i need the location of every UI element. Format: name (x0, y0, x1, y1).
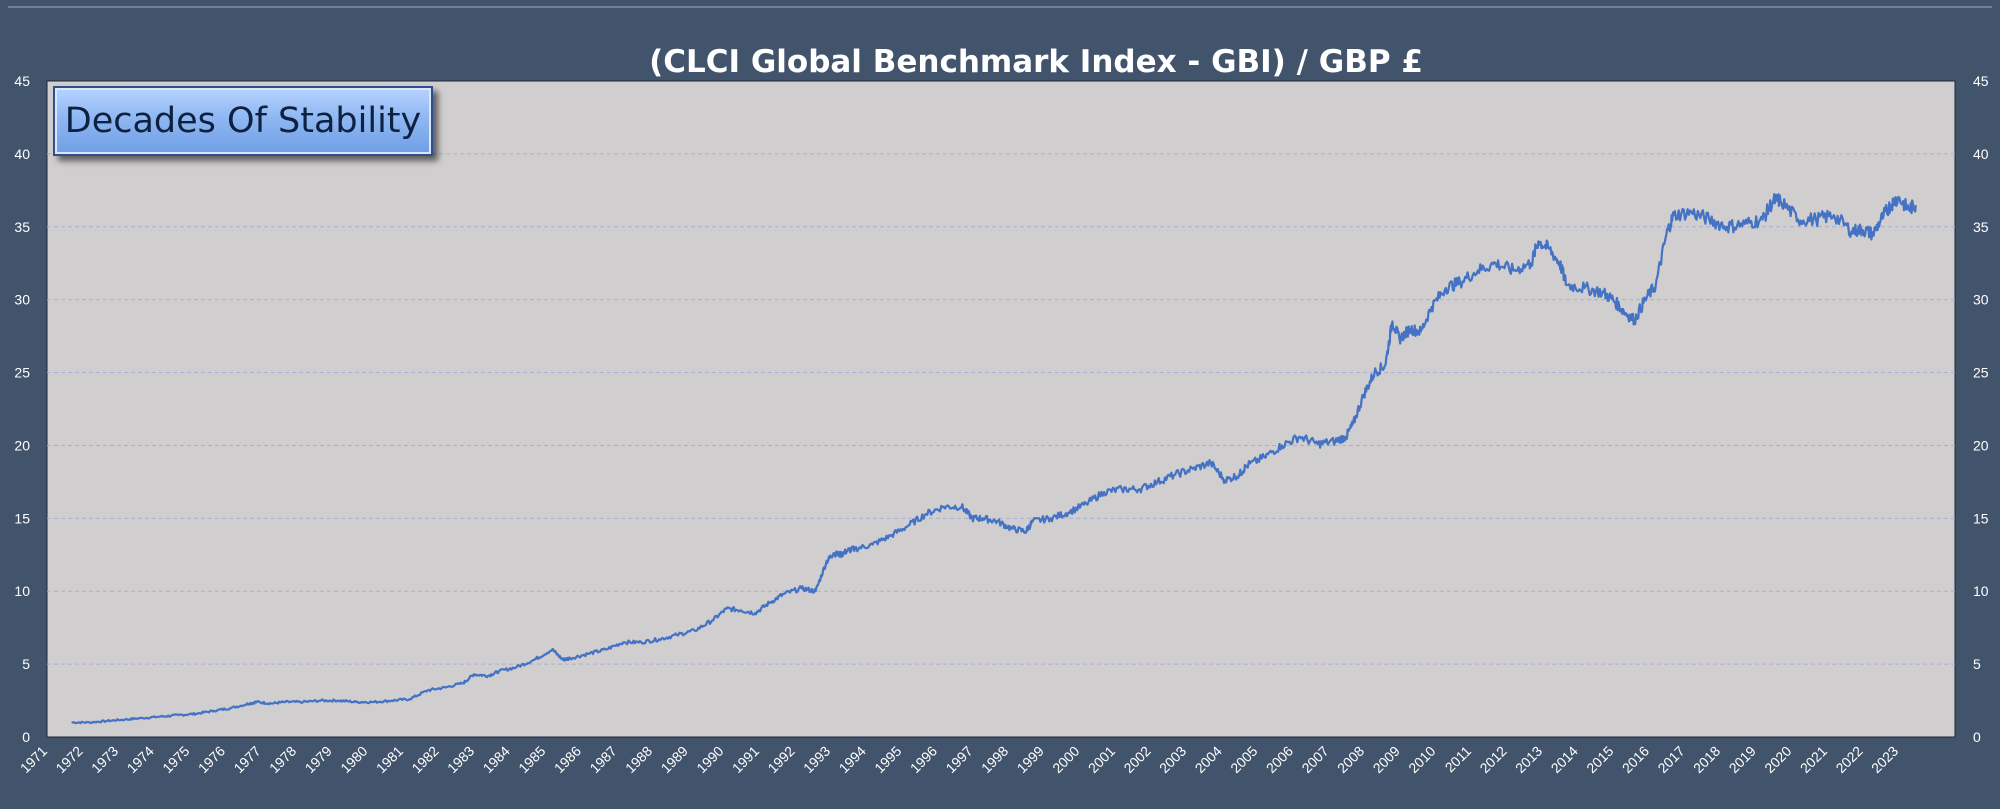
x-tick-label: 2009 (1370, 743, 1403, 776)
series-line (71, 193, 1917, 725)
y-tick-label: 45 (1973, 73, 1989, 89)
y-axis-right: 0 5 10 15 20 25 30 35 40 45 (1973, 73, 1989, 745)
x-tick-label: 1992 (764, 743, 797, 776)
x-tick-label: 2008 (1334, 743, 1367, 776)
x-tick-label: 2011 (1442, 743, 1475, 776)
x-tick-label: 2012 (1476, 743, 1509, 776)
x-tick-label: 2013 (1512, 743, 1545, 776)
x-tick-label: 2015 (1583, 743, 1616, 776)
grid-lines (47, 153, 1955, 665)
x-tick-label: 2019 (1726, 743, 1759, 776)
x-tick-label: 1981 (373, 743, 406, 776)
frame-top-rule (8, 6, 1992, 8)
x-tick-label: 1977 (230, 743, 263, 776)
x-tick-label: 1991 (729, 743, 762, 776)
x-tick-label: 1983 (444, 743, 477, 776)
y-tick-label: 20 (14, 437, 30, 453)
x-tick-label: 2023 (1868, 743, 1901, 776)
x-tick-label: 1979 (302, 743, 335, 776)
x-tick-label: 1971 (17, 743, 50, 776)
annotation-badge: Decades Of Stability (53, 86, 433, 156)
x-tick-label: 2016 (1619, 743, 1652, 776)
y-tick-label: 30 (14, 292, 30, 308)
x-tick-label: 1978 (266, 743, 299, 776)
x-tick-label: 2003 (1156, 743, 1189, 776)
x-tick-label: 2021 (1797, 743, 1830, 776)
x-tick-label: 2004 (1192, 743, 1225, 776)
x-tick-label: 2006 (1263, 743, 1296, 776)
x-tick-label: 1987 (586, 743, 619, 776)
annotation-text: Decades Of Stability (64, 101, 422, 141)
x-tick-label: 2001 (1085, 743, 1118, 776)
y-tick-label: 15 (14, 510, 30, 526)
y-tick-label: 10 (1973, 583, 1989, 599)
y-tick-label: 5 (22, 656, 30, 672)
x-tick-label: 1985 (515, 743, 548, 776)
x-tick-label: 2000 (1049, 743, 1082, 776)
x-tick-label: 1973 (88, 743, 121, 776)
x-tick-label: 2005 (1227, 743, 1260, 776)
x-tick-label: 1993 (800, 743, 833, 776)
x-tick-label: 1994 (836, 743, 869, 776)
chart-title: (CLCI Global Benchmark Index - GBI) / GB… (649, 44, 1423, 80)
x-tick-label: 1976 (195, 743, 228, 776)
y-tick-label: 40 (14, 146, 30, 162)
y-tick-label: 40 (1973, 146, 1989, 162)
x-tick-label: 1998 (978, 743, 1011, 776)
x-tick-label: 1982 (408, 743, 441, 776)
y-tick-label: 10 (14, 583, 30, 599)
x-tick-label: 1996 (907, 743, 940, 776)
y-tick-label: 25 (1973, 365, 1989, 381)
x-tick-label: 2020 (1761, 743, 1794, 776)
plot-area (46, 80, 1956, 738)
x-tick-label: 1984 (480, 743, 513, 776)
x-tick-label: 2018 (1690, 743, 1723, 776)
x-tick-label: 2017 (1654, 743, 1687, 776)
y-tick-label: 15 (1973, 510, 1989, 526)
x-axis: 1971 1972 1973 1974 1975 1976 1977 1978 1979 1980… (17, 743, 1902, 776)
x-tick-label: 1975 (159, 743, 192, 776)
x-tick-label: 2014 (1548, 743, 1581, 776)
y-tick-label: 25 (14, 365, 30, 381)
x-tick-label: 2022 (1832, 743, 1865, 776)
x-tick-label: 2002 (1120, 743, 1153, 776)
x-tick-label: 1980 (337, 743, 370, 776)
x-tick-label: 1974 (124, 743, 157, 776)
x-tick-label: 1989 (658, 743, 691, 776)
x-tick-label: 2010 (1405, 743, 1438, 776)
x-tick-label: 1997 (942, 743, 975, 776)
x-tick-label: 1986 (551, 743, 584, 776)
y-tick-label: 0 (22, 729, 30, 745)
x-tick-label: 2007 (1298, 743, 1331, 776)
y-tick-label: 0 (1973, 729, 1981, 745)
y-tick-label: 20 (1973, 437, 1989, 453)
y-tick-label: 45 (14, 73, 30, 89)
x-tick-label: 1972 (52, 743, 85, 776)
x-tick-label: 1995 (871, 743, 904, 776)
x-tick-label: 1988 (622, 743, 655, 776)
x-tick-label: 1999 (1014, 743, 1047, 776)
y-tick-label: 5 (1973, 656, 1981, 672)
y-tick-label: 35 (14, 219, 30, 235)
y-tick-label: 30 (1973, 292, 1989, 308)
y-axis-left: 0 5 10 15 20 25 30 35 40 45 (14, 73, 30, 745)
x-tick-label: 1990 (693, 743, 726, 776)
y-tick-label: 35 (1973, 219, 1989, 235)
